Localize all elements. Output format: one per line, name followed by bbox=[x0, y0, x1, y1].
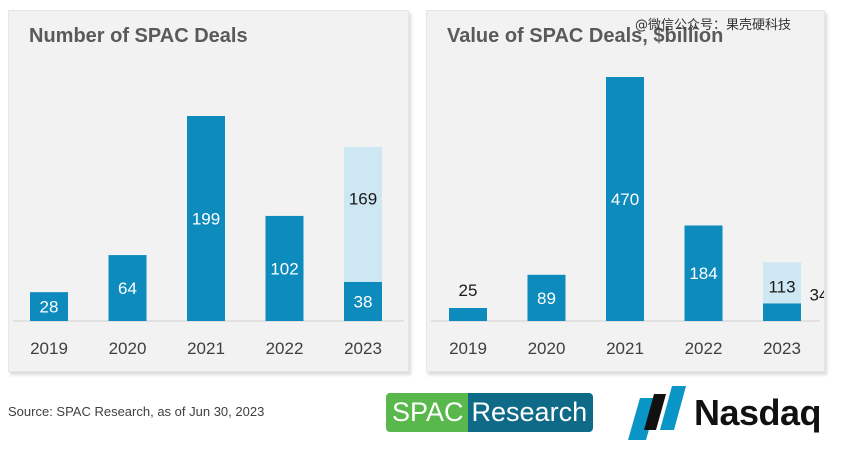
data-label: 25 bbox=[459, 281, 478, 300]
data-label: 169 bbox=[349, 189, 377, 208]
deal-count-chart: 28 2019 64 2020 199 2021 102 2022 38 169 2023 bbox=[9, 11, 408, 371]
x-tick-label: 2023 bbox=[344, 339, 382, 358]
x-tick-label: 2020 bbox=[528, 339, 566, 358]
nasdaq-logo: Nasdaq bbox=[622, 385, 821, 441]
watermark-text: @微信公众号：果壳硬科技 bbox=[635, 14, 791, 33]
data-label: 28 bbox=[40, 298, 59, 317]
bar-remaining bbox=[344, 147, 382, 282]
data-label: 184 bbox=[689, 264, 717, 283]
data-label: 89 bbox=[537, 289, 556, 308]
data-label: 199 bbox=[192, 210, 220, 229]
x-tick-label: 2021 bbox=[187, 339, 225, 358]
spac-logo-part1: SPAC bbox=[386, 393, 468, 432]
data-label: 113 bbox=[768, 277, 795, 296]
deal-count-panel: Number of SPAC Deals 28 2019 64 2020 199 2021… bbox=[8, 10, 409, 372]
nasdaq-wordmark: Nasdaq bbox=[694, 392, 821, 434]
deal-value-chart: 25 2019 89 2020 470 2021 184 2022 34 113 2023 bbox=[427, 11, 824, 371]
bar bbox=[449, 308, 487, 321]
data-label: 38 bbox=[354, 292, 373, 311]
data-label: 102 bbox=[270, 259, 298, 278]
x-tick-label: 2019 bbox=[449, 339, 487, 358]
deal-value-panel: Value of SPAC Deals, $billion 25 2019 89 20… bbox=[426, 10, 825, 372]
data-label: 470 bbox=[611, 190, 639, 209]
x-tick-label: 2019 bbox=[30, 339, 68, 358]
x-tick-label: 2022 bbox=[685, 339, 723, 358]
x-tick-label: 2023 bbox=[763, 339, 801, 358]
bar bbox=[763, 303, 801, 321]
spac-logo-part2: Research bbox=[468, 393, 594, 432]
nasdaq-mark-icon bbox=[622, 386, 690, 440]
spac-research-logo: SPAC Research bbox=[386, 393, 593, 432]
source-note: Source: SPAC Research, as of Jun 30, 202… bbox=[8, 404, 264, 419]
x-tick-label: 2020 bbox=[109, 339, 147, 358]
x-tick-label: 2022 bbox=[266, 339, 304, 358]
data-label: 34 bbox=[810, 285, 824, 304]
data-label: 64 bbox=[118, 279, 137, 298]
x-tick-label: 2021 bbox=[606, 339, 644, 358]
